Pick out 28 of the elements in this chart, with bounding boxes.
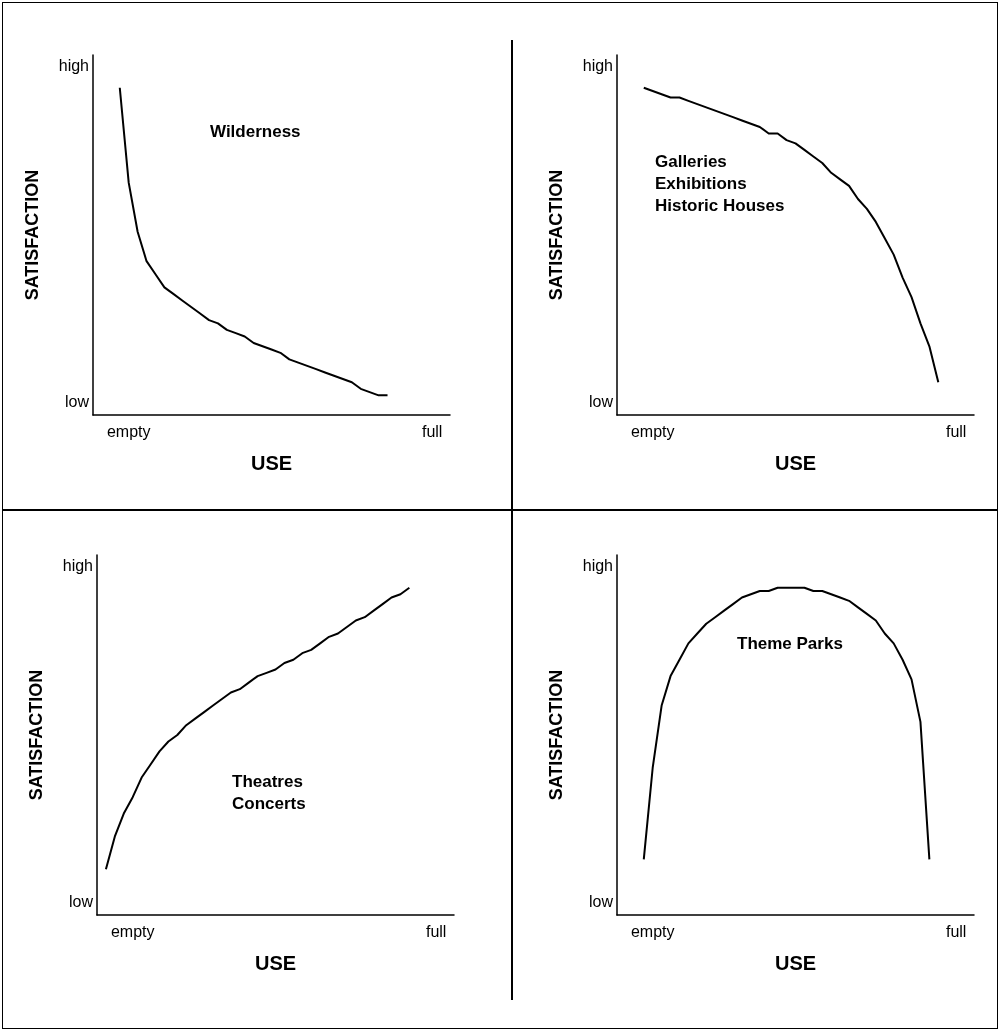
- annotation: Theme Parks: [737, 633, 843, 653]
- y-axis-title: SATISFACTION: [26, 669, 46, 801]
- x-tick-label: full: [945, 422, 967, 440]
- text: high: [58, 56, 89, 74]
- x-tick-label: full: [945, 922, 967, 940]
- annotation: Theatres Concerts: [232, 771, 306, 813]
- x-tick-label: empty: [110, 922, 155, 940]
- x-tick-label: full: [425, 922, 447, 940]
- x-tick-label: empty: [106, 422, 151, 440]
- x-axis-title: USE: [254, 952, 297, 974]
- text: low: [588, 392, 614, 410]
- x-tick-label: empty: [630, 422, 675, 440]
- text: high: [582, 556, 613, 574]
- text: low: [588, 892, 614, 910]
- x-axis-title: USE: [774, 952, 817, 974]
- text: low: [68, 892, 94, 910]
- x-tick-label: empty: [630, 922, 675, 940]
- x-axis-title: USE: [774, 452, 817, 474]
- x-tick-label: full: [421, 422, 443, 440]
- y-axis-title: SATISFACTION: [546, 669, 566, 801]
- x-axis-title: USE: [250, 452, 293, 474]
- text: low: [64, 392, 90, 410]
- annotation: Galleries Exhibitions Historic Houses: [655, 151, 785, 215]
- y-axis-title: SATISFACTION: [22, 169, 42, 301]
- y-axis-title: SATISFACTION: [546, 169, 566, 301]
- text: high: [62, 556, 93, 574]
- text: high: [582, 56, 613, 74]
- annotation: Wilderness: [210, 121, 301, 141]
